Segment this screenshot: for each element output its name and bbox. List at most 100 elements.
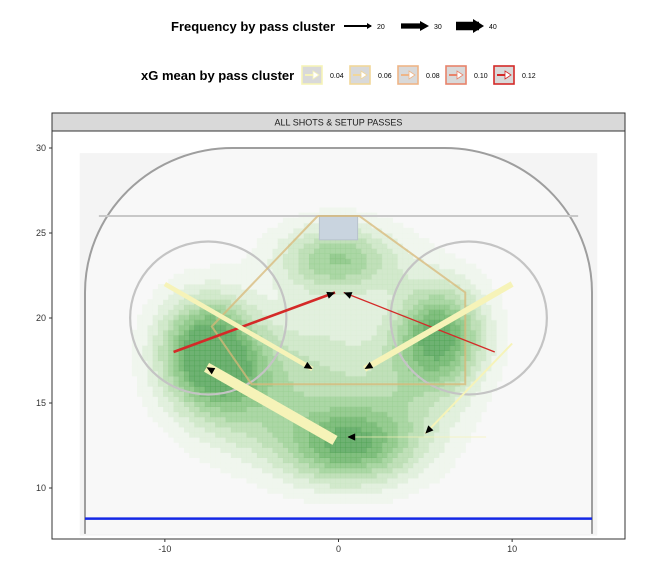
- density-cell: [230, 263, 237, 270]
- density-cell: [387, 289, 393, 295]
- density-cell: [303, 273, 310, 280]
- density-cell: [215, 350, 222, 356]
- density-cell: [387, 442, 393, 448]
- density-cell: [319, 329, 326, 336]
- density-cell: [163, 365, 169, 372]
- density-cell: [314, 304, 320, 311]
- density-cell: [361, 447, 367, 453]
- density-cell: [397, 294, 404, 300]
- density-cell: [423, 335, 430, 341]
- density-cell: [152, 396, 159, 402]
- density-cell: [407, 411, 414, 418]
- density-cell: [475, 273, 482, 280]
- density-cell: [444, 304, 451, 311]
- density-cell: [491, 335, 498, 341]
- density-cell: [397, 386, 404, 392]
- density-cell: [350, 457, 357, 464]
- density-cell: [428, 360, 435, 367]
- density-cell: [439, 437, 446, 443]
- density-cell: [428, 452, 435, 458]
- density-cell: [324, 243, 331, 249]
- density-cell: [366, 437, 373, 443]
- density-cell: [225, 324, 232, 331]
- density-cell: [465, 375, 472, 382]
- density-cell: [470, 273, 477, 280]
- density-cell: [381, 299, 388, 305]
- density-cell: [189, 314, 195, 321]
- density-cell: [163, 329, 169, 336]
- density-cell: [402, 335, 409, 341]
- density-cell: [293, 340, 300, 346]
- legend-xg-label: 0.08: [426, 73, 440, 80]
- density-cell: [329, 493, 336, 499]
- density-cell: [428, 299, 435, 305]
- density-cell: [387, 304, 393, 311]
- density-cell: [418, 284, 425, 290]
- density-cell: [303, 314, 310, 321]
- density-cell: [262, 299, 268, 305]
- density-cell: [288, 452, 294, 458]
- density-cell: [407, 329, 414, 336]
- density-cell: [397, 258, 404, 265]
- density-cell: [314, 355, 320, 362]
- density-cell: [277, 370, 284, 377]
- density-cell: [204, 375, 211, 382]
- density-cell: [199, 268, 206, 275]
- density-cell: [298, 319, 305, 326]
- density-cell: [142, 345, 149, 351]
- density-cell: [324, 488, 331, 494]
- density-cell: [392, 437, 399, 443]
- density-cell: [163, 324, 169, 331]
- density-cell: [152, 319, 159, 326]
- density-cell: [387, 294, 393, 300]
- density-cell: [277, 299, 284, 305]
- density-cell: [251, 447, 258, 453]
- density-cell: [204, 431, 211, 438]
- density-cell: [366, 227, 373, 234]
- density-cell: [308, 411, 315, 418]
- density-cell: [303, 437, 310, 443]
- density-cell: [183, 314, 190, 321]
- density-cell: [345, 350, 352, 356]
- density-cell: [215, 416, 222, 423]
- density-cell: [262, 345, 268, 351]
- density-cell: [178, 335, 185, 341]
- density-cell: [329, 340, 336, 346]
- density-cell: [444, 386, 451, 392]
- density-cell: [277, 421, 284, 428]
- density-cell: [439, 396, 446, 402]
- density-cell: [444, 253, 451, 260]
- density-cell: [220, 406, 227, 413]
- density-cell: [465, 350, 472, 356]
- density-cell: [345, 477, 352, 484]
- density-cell: [262, 431, 268, 438]
- density-cell: [366, 447, 373, 453]
- density-cell: [460, 447, 466, 453]
- density-cell: [199, 340, 206, 346]
- density-cell: [241, 396, 248, 402]
- density-cell: [308, 431, 315, 438]
- density-cell: [397, 355, 404, 362]
- density-cell: [428, 396, 435, 402]
- x-axis: -10 0 10: [158, 539, 517, 554]
- density-cell: [355, 472, 362, 479]
- density-cell: [157, 386, 164, 392]
- density-cell: [397, 222, 404, 229]
- density-cell: [251, 309, 258, 316]
- density-cell: [236, 452, 242, 458]
- density-cell: [335, 401, 341, 407]
- density-cell: [178, 319, 185, 326]
- density-cell: [361, 462, 367, 469]
- density-cell: [397, 289, 404, 295]
- density-cell: [298, 304, 305, 311]
- density-cell: [314, 324, 320, 331]
- density-cell: [345, 457, 352, 464]
- density-cell: [402, 233, 409, 239]
- density-cell: [282, 345, 289, 351]
- density-cell: [288, 227, 294, 234]
- density-cell: [392, 386, 399, 392]
- density-cell: [371, 401, 378, 407]
- density-cell: [340, 263, 347, 270]
- density-cell: [350, 207, 357, 214]
- density-cell: [173, 360, 180, 367]
